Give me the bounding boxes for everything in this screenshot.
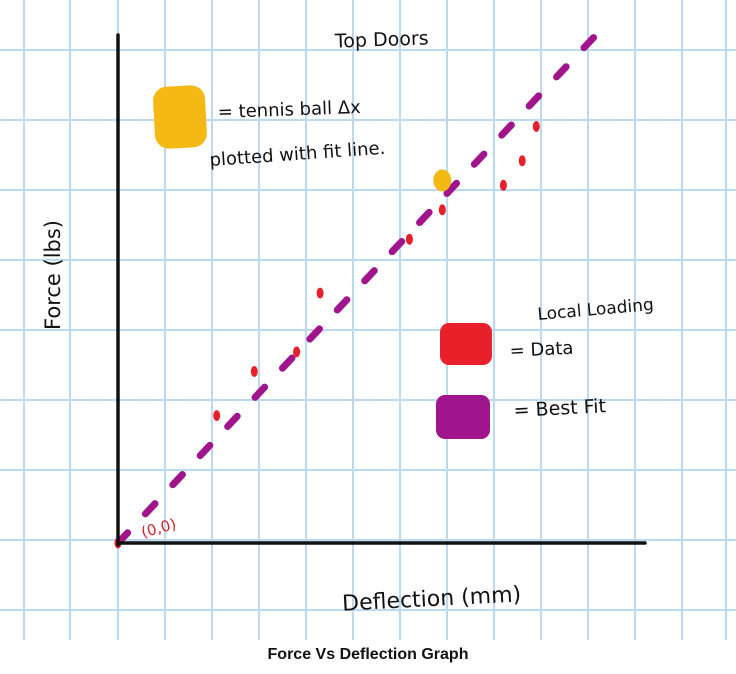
legend-fit-label: = Best Fit (513, 395, 606, 422)
data-point (213, 410, 221, 422)
legend-tennis-swatch (153, 85, 207, 149)
data-point (250, 366, 258, 377)
legend-data-swatch (440, 323, 492, 365)
tennis-ball-marker (433, 169, 452, 192)
origin-label: (0,0) (139, 515, 178, 542)
data-point (316, 287, 324, 299)
figure-caption: Force Vs Deflection Graph (267, 646, 469, 663)
force-deflection-chart: Top Doors Force (lbs) Deflection (mm) (0… (0, 0, 736, 640)
data-point (405, 233, 413, 245)
data-point (293, 346, 301, 358)
data-point (518, 155, 526, 167)
best-fit-line (114, 25, 606, 547)
legend-data-label: = Data (509, 338, 574, 362)
chart-title: Top Doors (334, 27, 429, 52)
data-point (499, 179, 507, 191)
grid (0, 0, 736, 640)
legend-data-title: Local Loading (537, 295, 655, 325)
data-point (438, 204, 446, 216)
best-fit-dashed-line (114, 25, 606, 547)
data-point (532, 121, 540, 132)
legend-tennis-note-line2: plotted with fit line. (209, 138, 386, 171)
tennis-ball-point (433, 169, 452, 192)
legend-tennis-note-line1: = tennis ball Δx (217, 97, 361, 123)
legend-fit-swatch (436, 395, 490, 439)
y-axis-label: Force (lbs) (41, 220, 65, 330)
